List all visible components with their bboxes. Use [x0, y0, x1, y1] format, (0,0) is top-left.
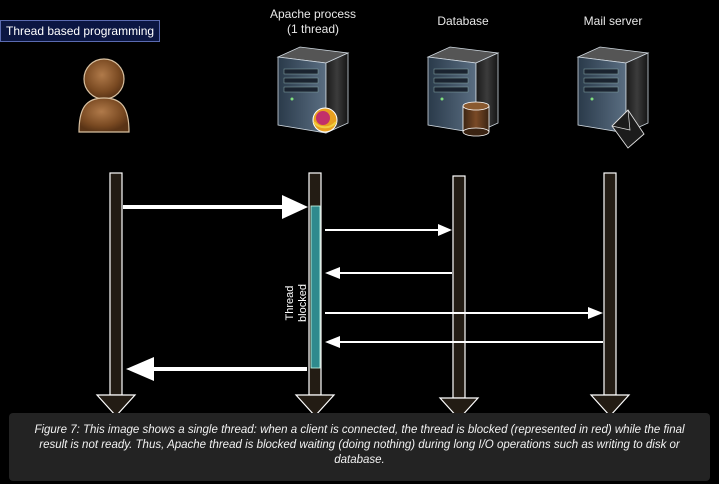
- request-arrow: [123, 195, 308, 219]
- lifeline-mail: [589, 172, 631, 417]
- db-response-arrow: [325, 267, 452, 279]
- server-icon: [576, 46, 650, 134]
- mail-send-arrow: [325, 307, 603, 319]
- apache-label-line2: (1 thread): [286, 22, 340, 36]
- database-label: Database: [437, 14, 489, 28]
- apache-label-line1: Apache process: [269, 7, 357, 21]
- database-icon: [462, 101, 490, 137]
- response-arrow: [126, 357, 307, 381]
- blocked-label-line1: Thread: [284, 285, 296, 321]
- firefox-logo-icon: [312, 107, 338, 133]
- server-icon: [276, 46, 350, 134]
- thread-blocked-label: Thread blocked: [284, 258, 314, 348]
- db-query-arrow: [325, 224, 452, 236]
- lifeline-client: [95, 172, 137, 417]
- diagram-title-badge: Thread based programming: [0, 20, 161, 42]
- mail-envelope-icon: [611, 109, 645, 149]
- lifeline-database: [438, 175, 480, 420]
- blocked-label-line2: blocked: [297, 284, 309, 322]
- figure-caption: Figure 7: This image shows a single thre…: [9, 413, 710, 481]
- mail-server-label: Mail server: [583, 14, 643, 28]
- thread-blocked-bar: [310, 205, 321, 369]
- mail-response-arrow: [325, 336, 603, 348]
- apache-process-label: Apache process (1 thread): [258, 7, 368, 37]
- user-icon: [78, 58, 130, 133]
